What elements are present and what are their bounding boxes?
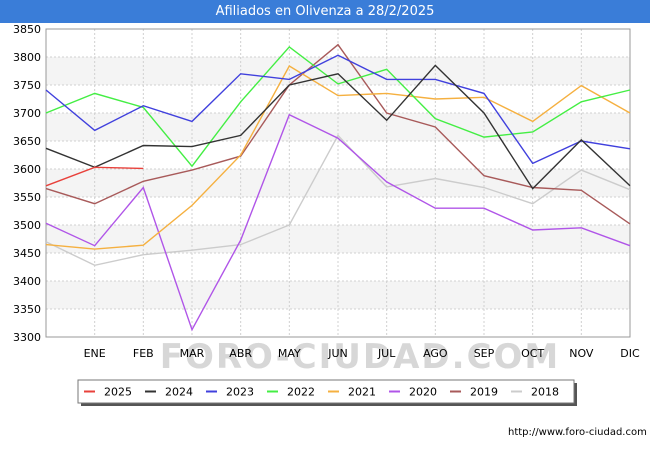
series-line-2024 bbox=[45, 64, 631, 190]
legend-label-2025: 2025 bbox=[104, 386, 132, 399]
chart-title: Afiliados en Olivenza a 28/2/2025 bbox=[0, 0, 650, 23]
y-tick-label: 3600 bbox=[13, 163, 41, 176]
legend: 2025 2024 2023 2022 2021 2020 2019 2018 bbox=[77, 379, 577, 406]
legend-label-2024: 2024 bbox=[165, 386, 193, 399]
source-url[interactable]: http://www.foro-ciudad.com bbox=[508, 427, 647, 438]
legend-label-2023: 2023 bbox=[226, 386, 254, 399]
y-tick-label: 3300 bbox=[13, 331, 41, 344]
legend-label-2020: 2020 bbox=[409, 386, 437, 399]
x-tick-label: ABR bbox=[229, 347, 252, 360]
x-tick-label: JUN bbox=[327, 347, 348, 360]
y-tick-label: 3850 bbox=[13, 23, 41, 36]
y-tick-label: 3650 bbox=[13, 135, 41, 148]
x-axis: ENE FEB MAR ABR MAY JUN JUL AGO SEP OCT NOV DIC bbox=[84, 347, 640, 360]
x-tick-label: OCT bbox=[521, 347, 544, 360]
x-tick-label: NOV bbox=[569, 347, 594, 360]
grid-lines bbox=[45, 28, 631, 338]
legend-label-2022: 2022 bbox=[287, 386, 315, 399]
x-tick-label: SEP bbox=[474, 347, 495, 360]
y-tick-label: 3400 bbox=[13, 275, 41, 288]
x-tick-label: MAY bbox=[278, 347, 301, 360]
y-tick-label: 3450 bbox=[13, 247, 41, 260]
series-lines bbox=[45, 43, 631, 332]
y-tick-label: 3750 bbox=[13, 79, 41, 92]
watermark: FORO-CIUDAD.COM bbox=[160, 337, 561, 377]
y-tick-label: 3700 bbox=[13, 107, 41, 120]
x-tick-label: AGO bbox=[423, 347, 448, 360]
x-tick-label: MAR bbox=[180, 347, 205, 360]
y-tick-label: 3550 bbox=[13, 191, 41, 204]
y-tick-label: 3500 bbox=[13, 219, 41, 232]
series-line-2018 bbox=[45, 134, 631, 267]
legend-label-2021: 2021 bbox=[348, 386, 376, 399]
series-line-2021 bbox=[45, 65, 631, 250]
x-tick-label: DIC bbox=[620, 347, 640, 360]
x-tick-label: FEB bbox=[133, 347, 154, 360]
series-line-2025 bbox=[45, 166, 144, 187]
y-tick-label: 3350 bbox=[13, 303, 41, 316]
y-axis: 3300 3350 3400 3450 3500 3550 3600 3650 3700 3750… bbox=[13, 23, 41, 344]
legend-label-2019: 2019 bbox=[470, 386, 498, 399]
plot-border bbox=[45, 28, 631, 338]
series-line-2020 bbox=[45, 113, 631, 332]
x-tick-label: JUL bbox=[377, 347, 396, 360]
legend-label-2018: 2018 bbox=[531, 386, 559, 399]
x-tick-label: ENE bbox=[84, 347, 106, 360]
series-line-2023 bbox=[45, 54, 631, 165]
series-line-2022 bbox=[45, 45, 631, 168]
legend-box bbox=[77, 379, 575, 404]
y-tick-label: 3800 bbox=[13, 51, 41, 64]
